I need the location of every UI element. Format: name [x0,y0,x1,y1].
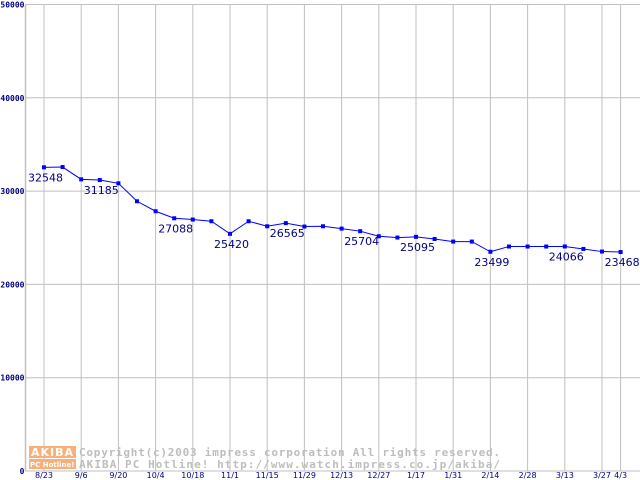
x-tick-label: 1/17 [407,471,425,480]
x-tick-label: 9/6 [75,471,88,480]
x-axis: 8/23 9/6 9/20 10/4 10/18 11/1 11/15 11/29 12/13 1… [35,471,627,480]
data-point [228,231,232,236]
data-point [451,239,456,244]
y-tick-label: 10000 [0,374,24,383]
grid [24,4,640,472]
data-point [302,224,307,229]
x-tick-label: 11/1 [221,471,239,480]
logo-top: AKIBA [31,446,74,459]
data-point [97,178,102,183]
series-line [43,166,621,253]
data-point [358,229,363,234]
data-labels: 32548 31185 27088 25420 26565 25704 25095 23499… [28,171,640,269]
x-tick-label: 12/13 [330,471,353,480]
data-point [79,177,84,182]
x-tick-label: 3/13 [556,471,574,480]
x-tick-label: 8/23 [35,471,53,480]
data-point [376,234,381,239]
data-label: 25095 [400,241,435,254]
data-label: 26565 [270,227,305,240]
data-point [600,249,604,254]
y-tick-label: 40000 [0,94,24,103]
data-point [525,244,530,249]
data-point [135,199,139,204]
x-tick-label: 1/31 [444,471,462,480]
data-point [544,244,549,249]
x-tick-label: 2/14 [481,471,499,480]
data-point [339,226,344,231]
y-axis: 0 10000 20000 30000 40000 50000 [0,1,24,477]
x-tick-label: 10/4 [147,471,165,480]
data-point [153,209,158,214]
data-label: 25420 [214,238,249,251]
data-point [172,216,177,221]
series [42,165,623,255]
x-tick-label: 12/27 [367,471,390,480]
data-label: 24066 [549,250,584,263]
data-label: 23499 [474,256,509,269]
data-point [321,224,325,229]
data-label: 32548 [28,171,63,184]
data-label: 25704 [344,235,379,248]
data-point [562,244,567,249]
data-point [469,239,474,244]
x-tick-label: 11/15 [256,471,279,480]
data-point [42,165,46,170]
data-point [414,234,418,239]
data-point [116,181,121,186]
data-label: 31185 [84,184,119,197]
logo-box-bottom [29,459,76,469]
x-tick-label: 10/18 [181,471,204,480]
data-point [60,165,65,170]
x-tick-label: 11/29 [293,471,316,480]
watermark: AKIBA PC Hotline! Copyright(c)2003 impre… [29,446,500,471]
y-tick-label: 0 [20,467,25,476]
data-label: 23468 [605,256,640,269]
x-tick-label: 9/20 [109,471,127,480]
copyright-text: Copyright(c)2003 impress corporation All… [79,446,500,459]
logo-box [29,446,76,458]
data-point [246,219,251,224]
data-point [488,249,493,254]
data-point [190,217,195,222]
x-tick-label: 4/3 [614,471,627,480]
data-label: 27088 [158,222,193,235]
data-point [283,221,288,226]
data-point [395,235,400,240]
logo-bottom: PC Hotline! [30,461,74,469]
site-url-text: AKIBA PC Hotline! http://www.watch.impre… [79,458,500,471]
data-point [618,250,623,255]
y-tick-label: 30000 [0,187,24,196]
x-tick-label: 2/28 [519,471,537,480]
data-point [432,236,437,241]
data-point [581,246,586,251]
data-point [265,224,270,229]
data-point [209,219,214,224]
x-tick-label: 3/27 [593,471,611,480]
data-point [507,244,511,249]
y-tick-label: 20000 [0,280,24,289]
y-tick-label: 50000 [0,1,24,10]
